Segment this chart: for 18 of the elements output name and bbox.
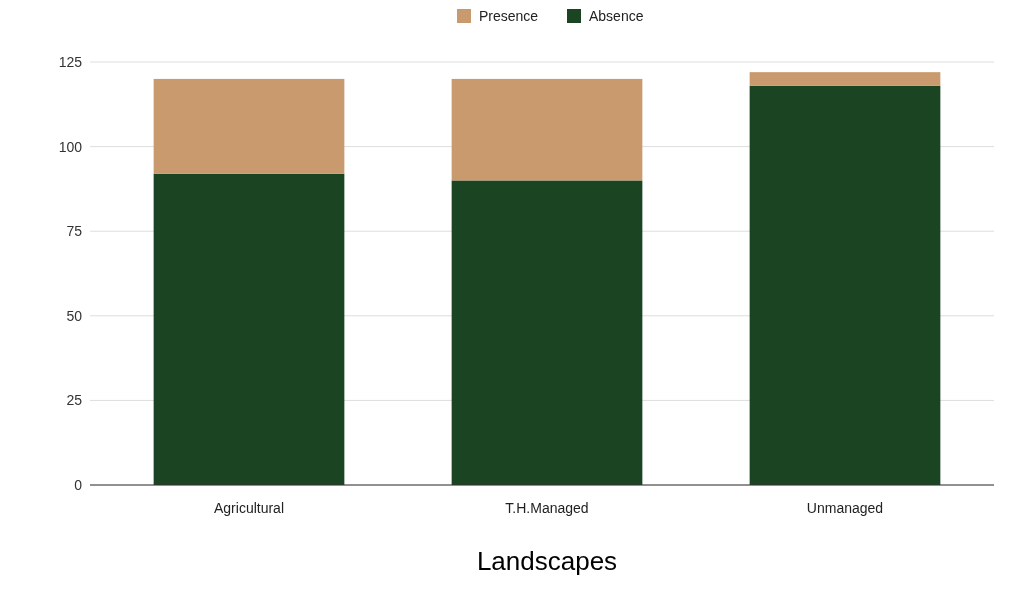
- bar: [749, 85, 941, 485]
- y-tick-label: 125: [58, 53, 83, 70]
- x-tick-label: Unmanaged: [806, 500, 884, 516]
- bar: [451, 78, 643, 181]
- y-tick-label: 100: [58, 138, 83, 155]
- bar: [749, 72, 941, 86]
- y-tick-label: 25: [66, 392, 83, 409]
- y-tick-label: 0: [74, 476, 83, 493]
- legend-label: Absence: [589, 7, 644, 24]
- x-tick-label: T.H.Managed: [505, 500, 589, 516]
- bar: [153, 78, 345, 174]
- x-tick-label: Agricultural: [213, 500, 285, 516]
- y-tick-label: 75: [66, 223, 83, 240]
- x-axis-title: Landscapes: [476, 546, 618, 576]
- y-tick-label: 50: [66, 307, 83, 324]
- legend-label: Presence: [479, 7, 539, 24]
- bar: [153, 173, 345, 485]
- bar: [451, 180, 643, 485]
